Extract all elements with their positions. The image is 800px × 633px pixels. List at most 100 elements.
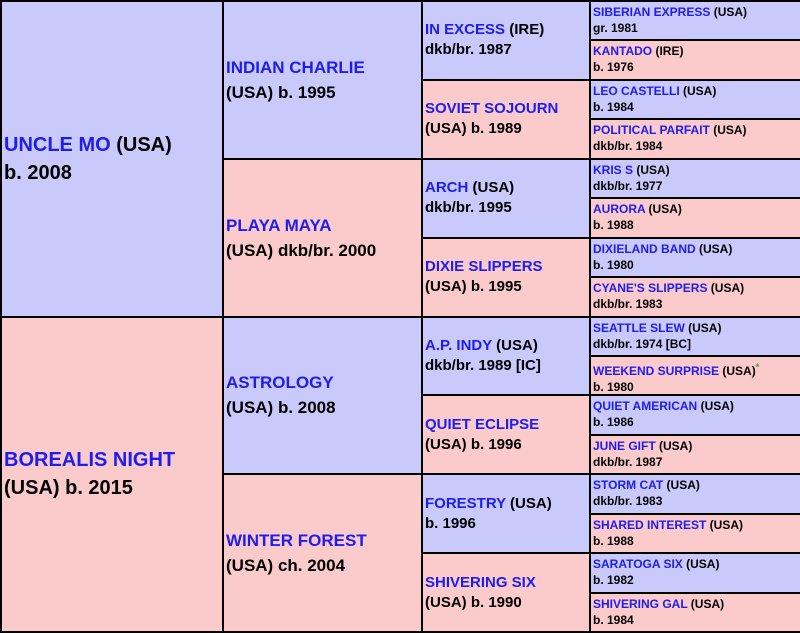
- horse-details: dkb/br. 1995: [425, 199, 512, 217]
- horse-line-1: AURORA (USA): [593, 201, 800, 217]
- horse-line-1: SIBERIAN EXPRESS (USA): [593, 4, 800, 20]
- horse-name-link[interactable]: SARATOGA SIX: [593, 557, 683, 572]
- pedigree-cell-gen4: LEO CASTELLI (USA) b. 1984: [591, 80, 800, 119]
- horse-name-link[interactable]: SEATTLE SLEW: [593, 320, 685, 335]
- pedigree-cell-gen4: SHIVERING GAL (USA) b. 1984: [591, 593, 800, 631]
- horse-details: (USA) b. 1995: [226, 82, 336, 102]
- horse-name-link[interactable]: ARCH: [425, 179, 469, 197]
- pedigree-cell-gen4: SHARED INTEREST (USA) b. 1988: [591, 514, 800, 553]
- horse-details: (USA) b. 1989: [425, 120, 522, 138]
- horse-line-1: A.P. INDY (USA): [425, 336, 587, 356]
- horse-name-link[interactable]: SHIVERING GAL: [593, 596, 688, 611]
- horse-origin: (USA): [491, 336, 538, 354]
- horse-origin: (USA): [687, 596, 725, 611]
- horse-origin: (USA): [682, 557, 720, 572]
- horse-line-1: DIXIE SLIPPERS: [425, 257, 587, 277]
- horse-details: dkb/br. 1983: [593, 297, 663, 312]
- horse-line-1: WEEKEND SURPRISE (USA)*: [593, 359, 800, 379]
- horse-name-link[interactable]: SHARED INTEREST: [593, 517, 707, 532]
- pedigree-cell-gen4: CYANE'S SLIPPERS (USA) dkb/br. 1983: [591, 278, 800, 316]
- horse-name-link[interactable]: DIXIE SLIPPERS: [425, 258, 543, 276]
- horse-line-1: SEATTLE SLEW (USA): [593, 320, 800, 336]
- horse-name-link[interactable]: CYANE'S SLIPPERS: [593, 281, 708, 296]
- horse-line-1: PLAYA MAYA: [226, 213, 419, 238]
- pedigree-cell-gen3: SHIVERING SIX (USA) b. 1990: [423, 554, 589, 631]
- pedigree-cell-gen4: STORM CAT (USA) dkb/br. 1983: [591, 475, 800, 513]
- horse-name-link[interactable]: STORM CAT: [593, 478, 664, 493]
- pedigree-cell-gen4: KRIS S (USA) dkb/br. 1977: [591, 159, 800, 198]
- horse-origin: (USA): [679, 83, 717, 98]
- horse-name-link[interactable]: JUNE GIFT: [593, 438, 656, 453]
- horse-line-1: IN EXCESS (IRE): [425, 20, 587, 40]
- horse-line-1: WINTER FOREST: [226, 528, 419, 553]
- horse-name-link[interactable]: WEEKEND SURPRISE: [593, 363, 720, 378]
- horse-name-link[interactable]: FORESTRY: [425, 494, 506, 512]
- horse-name-link[interactable]: DIXIELAND BAND: [593, 241, 696, 256]
- horse-origin: (USA): [655, 438, 693, 453]
- horse-details: b. 1980: [593, 379, 634, 394]
- horse-line-1: BOREALIS NIGHT: [4, 446, 220, 474]
- horse-name-link[interactable]: POLITICAL PARFAIT: [593, 123, 710, 138]
- horse-name-link[interactable]: ASTROLOGY: [226, 373, 334, 393]
- pedigree-cell-gen4: KANTADO (IRE) b. 1976: [591, 41, 800, 79]
- horse-name-link[interactable]: IN EXCESS: [425, 21, 506, 39]
- horse-details: b. 1988: [593, 533, 634, 548]
- horse-name-link[interactable]: KANTADO: [593, 44, 653, 59]
- horse-details: b. 1984: [593, 612, 634, 627]
- horse-origin: (USA): [707, 281, 745, 296]
- pedigree-cell-gen4: SEATTLE SLEW (USA) dkb/br. 1974 [BC]: [591, 317, 800, 355]
- pedigree-cell-gen1: UNCLE MO (USA) b. 2008: [2, 2, 222, 316]
- horse-origin: (USA): [645, 202, 682, 217]
- horse-details: dkb/br. 1983: [593, 494, 663, 509]
- horse-name-link[interactable]: SHIVERING SIX: [425, 573, 536, 591]
- horse-line-1: STORM CAT (USA): [593, 477, 800, 493]
- pedigree-cell-gen3: DIXIE SLIPPERS (USA) b. 1995: [423, 238, 589, 316]
- horse-details: dkb/br. 1977: [593, 178, 663, 193]
- horse-name-link[interactable]: WINTER FOREST: [226, 531, 367, 551]
- horse-line-1: FORESTRY (USA): [425, 494, 587, 514]
- horse-name-link[interactable]: KRIS S: [593, 162, 634, 177]
- horse-name-link[interactable]: BOREALIS NIGHT: [4, 449, 176, 472]
- pedigree-cell-gen3: QUIET ECLIPSE (USA) b. 1996: [423, 396, 589, 474]
- horse-origin: (USA): [633, 162, 670, 177]
- horse-name-link[interactable]: QUIET AMERICAN: [593, 399, 698, 414]
- note-mark: *: [755, 361, 760, 372]
- horse-details: (USA) b. 1996: [425, 435, 522, 453]
- horse-details: b. 1986: [593, 415, 634, 430]
- horse-name-link[interactable]: SOVIET SOJOURN: [425, 100, 559, 118]
- pedigree-cell-gen2: WINTER FOREST (USA) ch. 2004: [224, 475, 421, 631]
- horse-name-link[interactable]: PLAYA MAYA: [226, 215, 332, 235]
- horse-line-1: ARCH (USA): [425, 178, 587, 198]
- horse-line-1: SHIVERING SIX: [425, 573, 587, 593]
- horse-name-link[interactable]: AURORA: [593, 202, 646, 217]
- horse-name-link[interactable]: INDIAN CHARLIE: [226, 57, 365, 77]
- horse-details: (USA) dkb/br. 2000: [226, 240, 377, 260]
- pedigree-cell-gen1: BOREALIS NIGHT (USA) b. 2015: [2, 317, 222, 631]
- horse-details: (USA) b. 2015: [4, 477, 133, 500]
- horse-details: b. 1982: [593, 573, 634, 588]
- horse-origin: (USA): [710, 5, 748, 19]
- horse-name-link[interactable]: SIBERIAN EXPRESS: [593, 5, 711, 19]
- horse-name-link[interactable]: QUIET ECLIPSE: [425, 415, 540, 433]
- horse-details: dkb/br. 1984: [593, 139, 663, 154]
- horse-name-link[interactable]: A.P. INDY: [425, 336, 492, 354]
- horse-details: (USA) b. 2008: [226, 398, 336, 418]
- horse-name-link[interactable]: LEO CASTELLI: [593, 83, 680, 98]
- pedigree-cell-gen4: POLITICAL PARFAIT (USA) dkb/br. 1984: [591, 120, 800, 158]
- horse-line-1: KRIS S (USA): [593, 162, 800, 178]
- horse-details: dkb/br. 1987: [593, 454, 663, 469]
- pedigree-cell-gen4: WEEKEND SURPRISE (USA)* b. 1980: [591, 356, 800, 395]
- horse-name-link[interactable]: UNCLE MO: [4, 133, 111, 156]
- horse-details: dkb/br. 1974 [BC]: [593, 336, 692, 351]
- pedigree-cell-gen3: IN EXCESS (IRE) dkb/br. 1987: [423, 2, 589, 79]
- horse-details: dkb/br. 1987: [425, 41, 512, 59]
- horse-origin: (USA): [695, 241, 733, 256]
- horse-line-1: INDIAN CHARLIE: [226, 55, 419, 80]
- horse-line-1: SARATOGA SIX (USA): [593, 556, 800, 572]
- pedigree-cell-gen4: DIXIELAND BAND (USA) b. 1980: [591, 238, 800, 277]
- horse-details: b. 1988: [593, 218, 634, 233]
- horse-origin: (IRE): [505, 21, 545, 39]
- pedigree-cell-gen4: SIBERIAN EXPRESS (USA) gr. 1981: [591, 2, 800, 40]
- horse-origin: (USA): [684, 320, 722, 335]
